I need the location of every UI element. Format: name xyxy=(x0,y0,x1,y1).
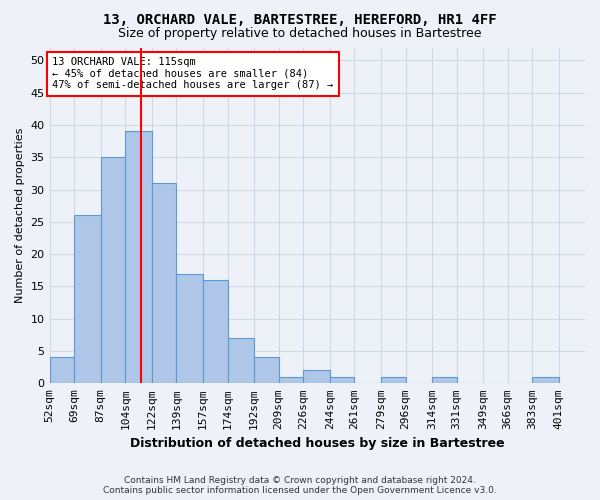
Bar xyxy=(304,370,329,384)
Bar xyxy=(50,358,74,384)
Text: 13 ORCHARD VALE: 115sqm
← 45% of detached houses are smaller (84)
47% of semi-de: 13 ORCHARD VALE: 115sqm ← 45% of detache… xyxy=(52,57,334,90)
Bar xyxy=(532,377,559,384)
Bar xyxy=(227,338,254,384)
Text: 13, ORCHARD VALE, BARTESTREE, HEREFORD, HR1 4FF: 13, ORCHARD VALE, BARTESTREE, HEREFORD, … xyxy=(103,12,497,26)
Text: Size of property relative to detached houses in Bartestree: Size of property relative to detached ho… xyxy=(118,28,482,40)
Bar xyxy=(176,274,203,384)
Bar xyxy=(329,377,355,384)
Bar xyxy=(125,132,152,384)
Bar xyxy=(203,280,227,384)
Text: Contains HM Land Registry data © Crown copyright and database right 2024.
Contai: Contains HM Land Registry data © Crown c… xyxy=(103,476,497,495)
X-axis label: Distribution of detached houses by size in Bartestree: Distribution of detached houses by size … xyxy=(130,437,505,450)
Bar xyxy=(278,377,304,384)
Bar xyxy=(101,158,125,384)
Bar xyxy=(432,377,457,384)
Bar xyxy=(74,216,101,384)
Y-axis label: Number of detached properties: Number of detached properties xyxy=(15,128,25,303)
Bar xyxy=(152,183,176,384)
Bar xyxy=(381,377,406,384)
Bar xyxy=(254,358,278,384)
